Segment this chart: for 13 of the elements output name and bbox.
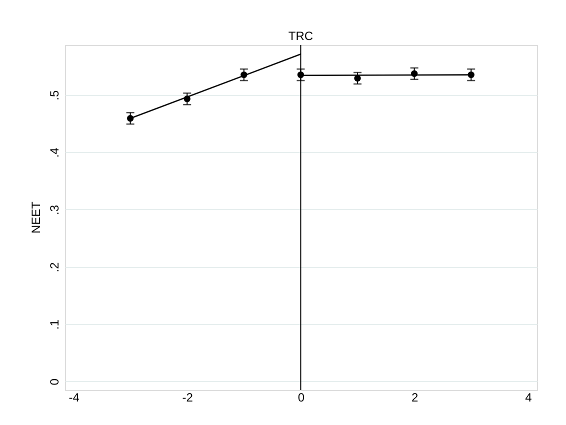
y-axis-title: NEET xyxy=(29,200,43,234)
y-tick-label: .5 xyxy=(48,90,62,100)
y-tick-label: .3 xyxy=(48,204,62,215)
y-tick-label: .2 xyxy=(48,262,62,272)
y-tick-label: .4 xyxy=(48,147,62,158)
x-tick-label: 4 xyxy=(525,390,532,404)
x-tick-label: 2 xyxy=(411,390,418,404)
x-tick-label: 0 xyxy=(298,390,305,404)
y-tick-label: .1 xyxy=(48,319,62,330)
x-tick-label: -4 xyxy=(68,390,80,404)
ref-line-label: TRC xyxy=(288,29,314,43)
y-tick-label: 0 xyxy=(48,378,62,386)
x-tick-label: -2 xyxy=(182,390,194,404)
